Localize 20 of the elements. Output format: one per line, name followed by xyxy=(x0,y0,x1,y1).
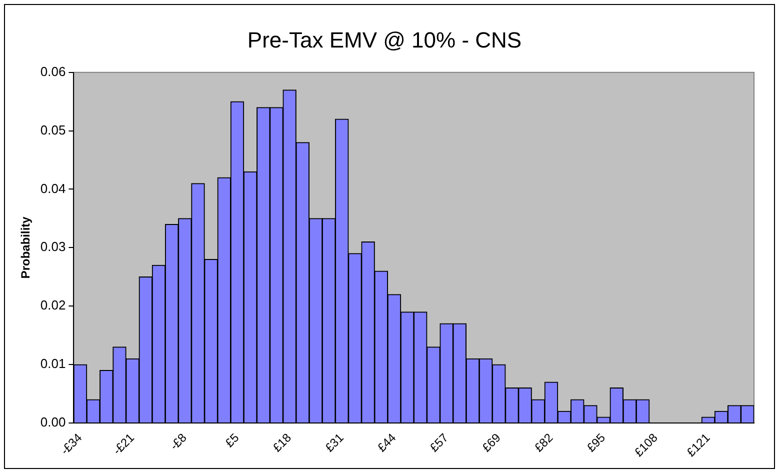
x-tick-label: £5 xyxy=(222,430,242,450)
x-tick-label: £44 xyxy=(374,430,399,455)
y-axis-title: Probability xyxy=(18,216,33,279)
x-tick-label: £18 xyxy=(270,430,294,455)
y-tick-label: 0.01 xyxy=(40,356,66,372)
x-tick-label: £82 xyxy=(532,430,556,455)
y-tick-label: 0.06 xyxy=(40,64,66,79)
x-tick-label: -£34 xyxy=(58,430,85,458)
x-tick-label: £69 xyxy=(479,430,504,455)
x-tick-label: £95 xyxy=(584,430,608,455)
x-tick-label: -£21 xyxy=(110,430,138,458)
x-tick-label: £31 xyxy=(322,430,347,455)
y-tick-label: 0.00 xyxy=(40,414,66,430)
x-tick-label: £57 xyxy=(426,430,452,455)
y-tick-label: 0.03 xyxy=(40,239,66,254)
x-tick-label: -£8 xyxy=(167,430,190,453)
chart-title: Pre-Tax EMV @ 10% - CNS xyxy=(247,27,522,52)
y-tick-label: 0.04 xyxy=(40,180,66,196)
y-tick-label: 0.05 xyxy=(40,122,66,138)
y-tick-label: 0.02 xyxy=(40,298,66,313)
